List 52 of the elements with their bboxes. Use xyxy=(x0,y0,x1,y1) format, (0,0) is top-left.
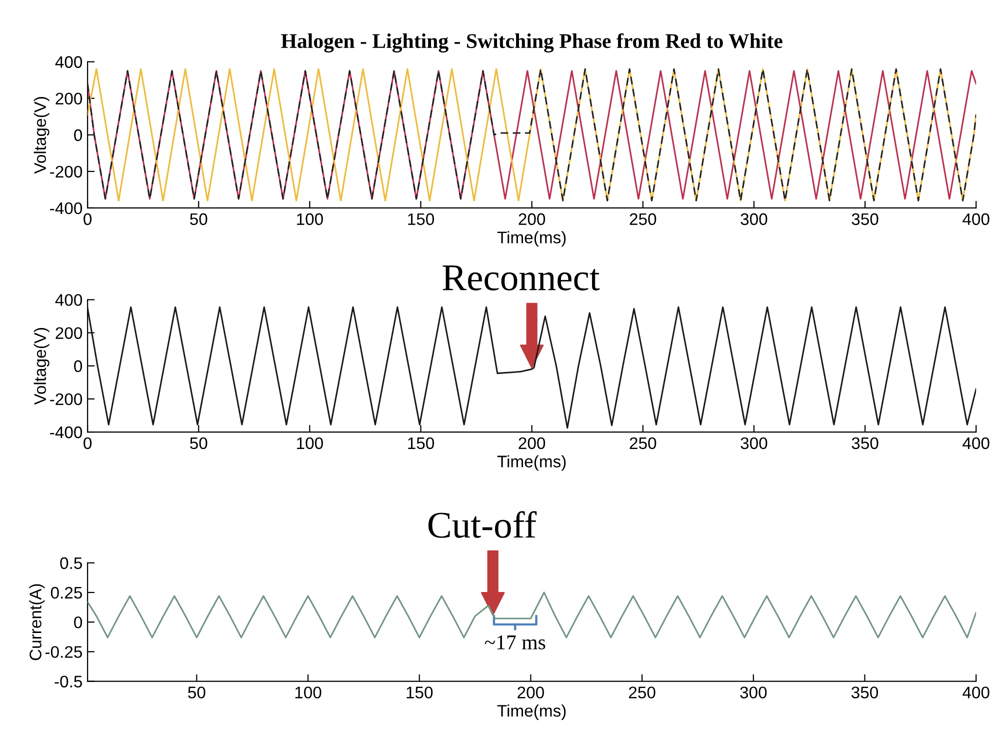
x-tick-label: 200 xyxy=(518,437,546,450)
x-axis-title: Time(ms) xyxy=(497,455,566,471)
x-tick-label: 400 xyxy=(962,213,990,226)
x-tick-label: 50 xyxy=(188,686,206,698)
y-tick-label: 0.5 xyxy=(60,557,82,570)
y-tick-label: 0.25 xyxy=(50,586,82,599)
x-tick-label: 0 xyxy=(84,213,92,226)
y-axis-title: Voltage(V) xyxy=(34,328,50,405)
y-axis-title: Current(A) xyxy=(29,584,45,660)
y-tick-label: 0 xyxy=(74,360,82,372)
x-tick-label: 100 xyxy=(297,213,323,226)
x-tick-label: 200 xyxy=(518,213,546,226)
chart-title: Halogen - Lighting - Switching Phase from Red to White xyxy=(281,33,782,52)
y-tick-label: 400 xyxy=(55,294,82,306)
x-axis-title: Time(ms) xyxy=(497,704,566,720)
x-tick-label: 250 xyxy=(630,437,656,450)
x-tick-label: 350 xyxy=(852,213,878,226)
x-tick-label: 0 xyxy=(84,437,92,450)
annotation: ~17 ms xyxy=(484,635,546,650)
y-axis-title: Voltage(V) xyxy=(34,96,50,174)
x-tick-label: 200 xyxy=(518,686,544,698)
x-tick-label: 100 xyxy=(295,686,322,698)
x-tick-label: 300 xyxy=(740,213,768,226)
x-tick-label: 100 xyxy=(297,437,323,450)
x-tick-label: 400 xyxy=(962,437,990,450)
x-tick-label: 150 xyxy=(408,213,434,226)
y-tick-label: -200 xyxy=(50,166,82,178)
y-tick-label: 200 xyxy=(56,327,82,339)
x-tick-label: 400 xyxy=(962,686,990,698)
y-tick-label: -400 xyxy=(50,202,82,214)
y-tick-label: 400 xyxy=(55,56,82,68)
y-tick-label: -400 xyxy=(50,426,82,438)
y-tick-label: 0 xyxy=(74,129,82,142)
x-tick-label: 50 xyxy=(190,213,208,226)
x-tick-label: 250 xyxy=(630,213,656,226)
y-tick-label: -0.25 xyxy=(45,646,82,658)
x-tick-label: 350 xyxy=(852,437,878,450)
annotation: Cut-off xyxy=(428,511,537,538)
x-tick-label: 300 xyxy=(740,437,768,450)
x-tick-label: 300 xyxy=(740,686,767,698)
x-tick-label: 350 xyxy=(851,686,878,698)
x-tick-label: 150 xyxy=(408,437,434,450)
y-tick-label: -200 xyxy=(50,393,82,406)
annotation: Reconnect xyxy=(442,266,600,290)
line-series xyxy=(88,306,976,429)
y-tick-label: 0 xyxy=(74,616,82,628)
x-tick-label: 150 xyxy=(406,686,433,698)
x-axis-title: Time(ms) xyxy=(497,231,566,247)
x-tick-label: 50 xyxy=(190,437,208,450)
y-tick-label: -0.5 xyxy=(54,676,82,688)
x-tick-label: 250 xyxy=(628,686,656,698)
y-tick-label: 200 xyxy=(56,92,82,105)
